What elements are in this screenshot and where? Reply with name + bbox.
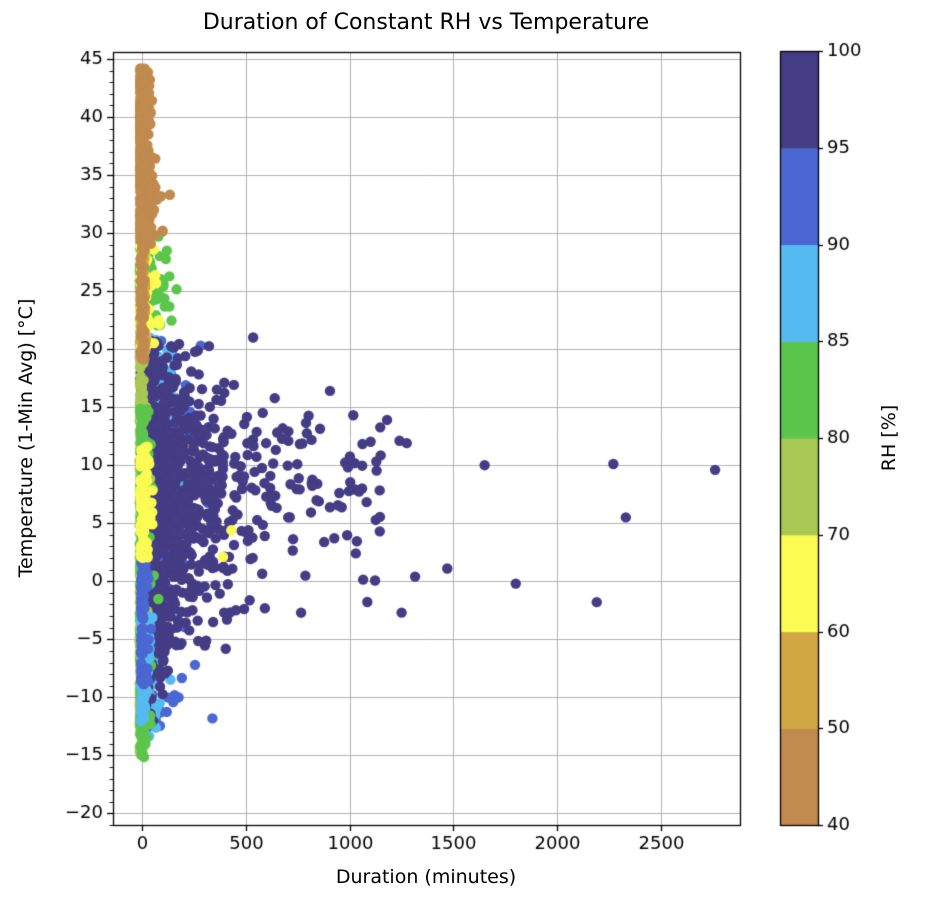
colorbar-label: RH [%] xyxy=(878,404,900,472)
chart-title: Duration of Constant RH vs Temperature xyxy=(202,10,650,35)
x-axis-label: Duration (minutes) xyxy=(335,866,517,888)
y-axis-label: Temperature (1-Min Avg) [°C] xyxy=(15,298,37,578)
